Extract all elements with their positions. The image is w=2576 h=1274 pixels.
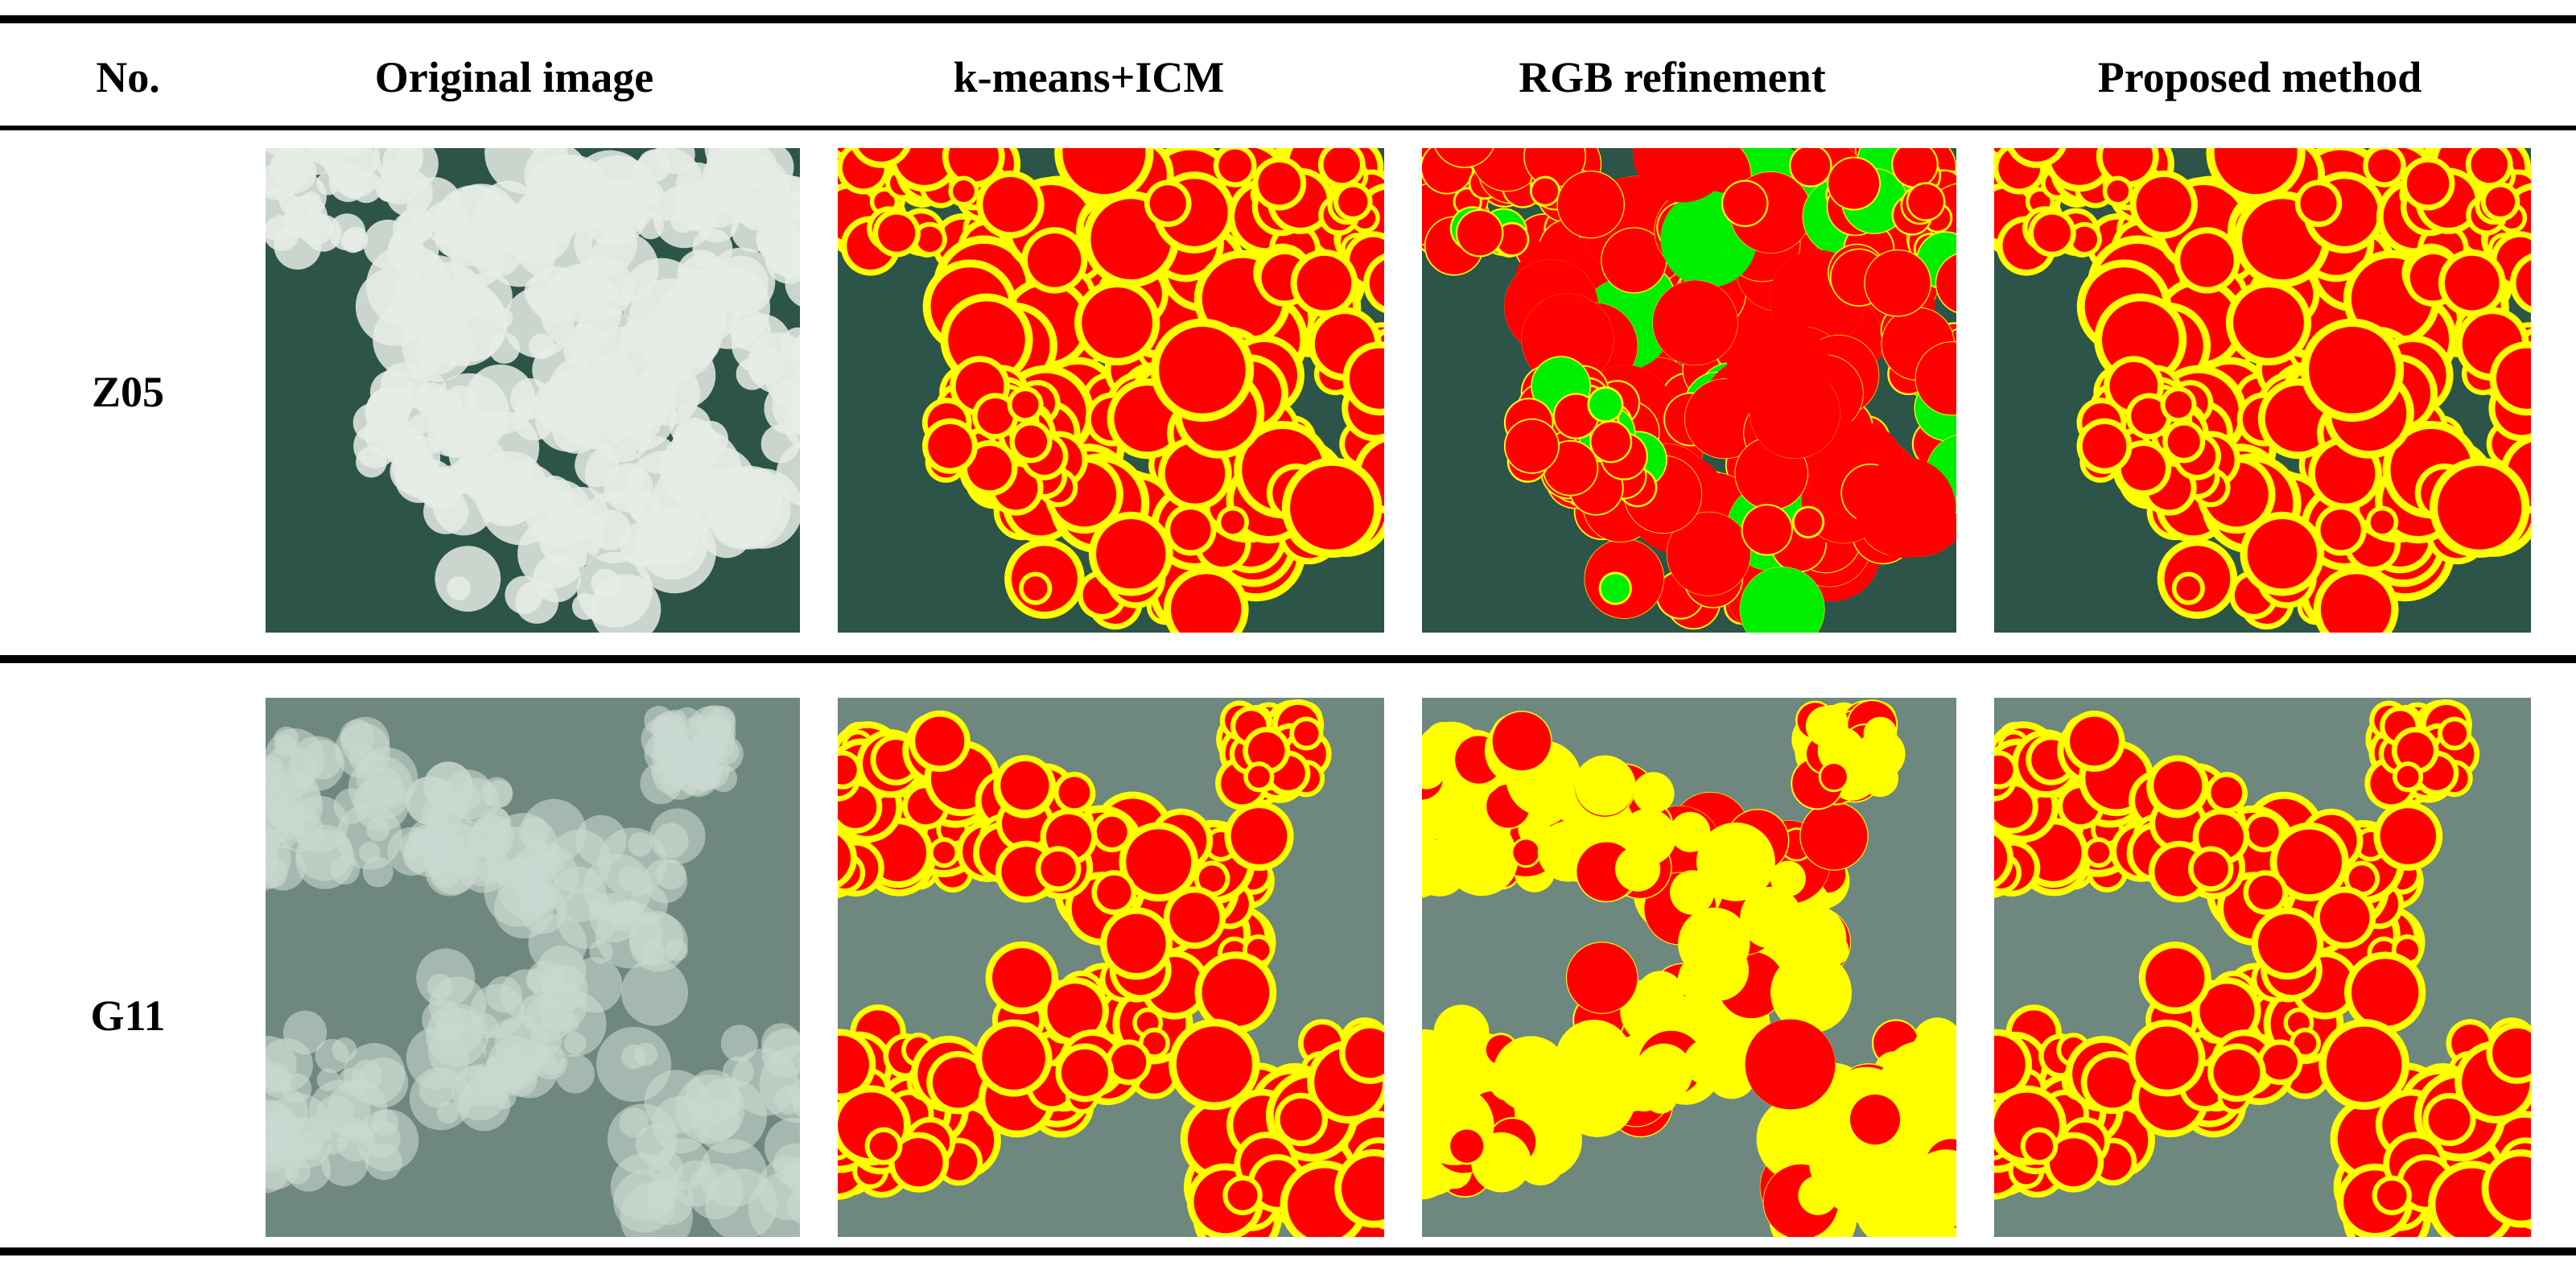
header-rule [0,126,2576,130]
result-image [1422,148,1956,633]
result-image [266,698,800,1237]
result-image [838,148,1384,633]
row-label: Z05 [91,368,165,416]
row-label: G11 [90,992,166,1040]
result-image [266,148,800,633]
result-image [1994,698,2531,1237]
column-header: No. [96,53,160,101]
row-rule [0,655,2576,663]
column-header: RGB refinement [1519,53,1826,101]
column-header: Original image [374,53,654,101]
result-image [1422,698,1956,1237]
result-image [1994,148,2531,633]
top-rule [0,15,2576,23]
bottom-rule [0,1247,2576,1255]
column-header: Proposed method [2097,53,2422,101]
column-header: k-means+ICM [953,53,1225,101]
result-image [838,698,1384,1237]
